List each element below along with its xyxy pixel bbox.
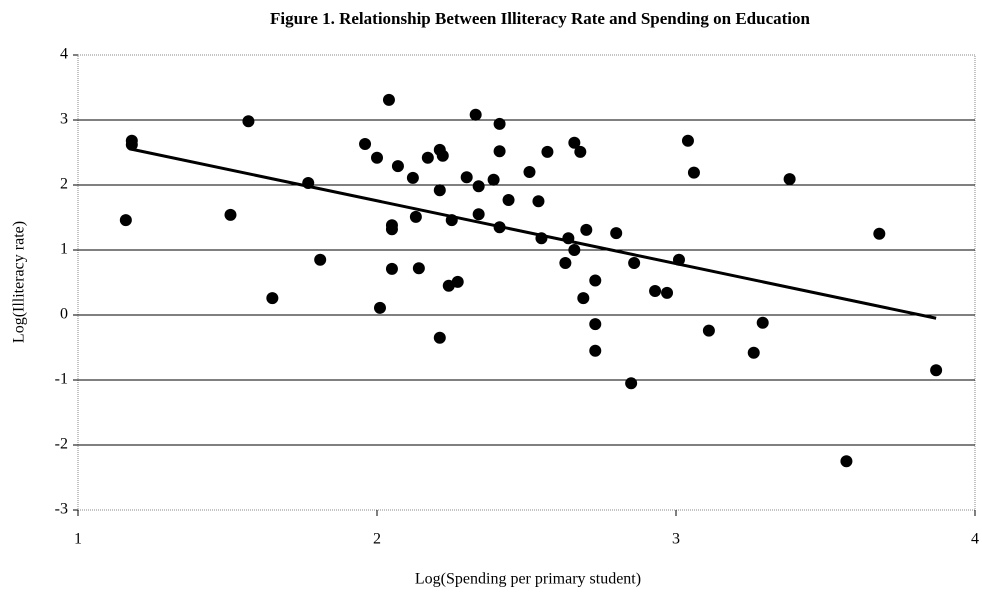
y-tick-label: -3 xyxy=(55,501,68,518)
point xyxy=(266,292,279,305)
point xyxy=(412,262,425,275)
point xyxy=(373,301,386,314)
y-axis-label: Log(Illiteracy rate) xyxy=(11,221,28,343)
point xyxy=(119,214,132,227)
x-tick-label: 2 xyxy=(373,531,381,548)
trend-line xyxy=(131,147,937,320)
point xyxy=(314,253,327,266)
point xyxy=(625,377,638,390)
point xyxy=(460,171,473,184)
point xyxy=(559,257,572,269)
point xyxy=(687,166,700,179)
point xyxy=(661,286,674,299)
point xyxy=(433,331,446,344)
y-tick-label: 4 xyxy=(60,46,68,63)
point xyxy=(577,292,590,305)
point xyxy=(487,173,500,186)
point xyxy=(472,180,485,193)
point xyxy=(421,151,434,164)
point xyxy=(783,173,796,186)
point xyxy=(469,108,482,121)
point xyxy=(580,223,593,236)
point xyxy=(493,145,506,158)
y-tick-label: 2 xyxy=(60,176,68,193)
point xyxy=(628,257,641,269)
point xyxy=(756,316,769,329)
y-tick-label: -1 xyxy=(55,371,68,388)
y-tick-label: 3 xyxy=(60,111,68,128)
point xyxy=(610,227,623,240)
x-tick-label: 4 xyxy=(971,531,979,548)
point xyxy=(493,117,506,130)
point xyxy=(840,455,853,468)
point xyxy=(873,227,886,240)
x-tick-label: 3 xyxy=(672,531,680,548)
point xyxy=(532,195,545,208)
point xyxy=(930,364,943,377)
point xyxy=(523,166,536,178)
y-tick-label: 1 xyxy=(60,241,68,258)
point xyxy=(224,208,237,221)
point xyxy=(574,145,587,158)
point xyxy=(442,279,455,292)
point xyxy=(568,244,581,256)
point xyxy=(433,184,446,197)
plot-frame xyxy=(77,54,976,511)
point xyxy=(589,274,602,287)
point xyxy=(541,145,554,158)
point xyxy=(436,149,449,162)
point xyxy=(451,275,464,288)
point xyxy=(359,138,372,151)
point xyxy=(649,284,662,297)
y-tick-label: -2 xyxy=(55,436,68,453)
x-tick-label: 1 xyxy=(74,531,82,548)
point xyxy=(747,346,760,359)
x-axis-label: Log(Spending per primary student) xyxy=(415,571,641,588)
y-tick-label: 0 xyxy=(60,306,68,323)
point xyxy=(702,324,715,337)
point xyxy=(382,93,395,106)
chart-title: Figure 1. Relationship Between Illiterac… xyxy=(270,9,810,28)
point xyxy=(371,151,383,164)
point xyxy=(472,208,485,221)
point xyxy=(589,318,602,331)
point xyxy=(385,262,398,275)
point xyxy=(568,136,581,149)
point xyxy=(589,344,602,357)
point xyxy=(242,115,255,128)
point xyxy=(409,210,422,223)
point xyxy=(385,223,398,236)
point xyxy=(391,160,404,173)
point xyxy=(125,138,138,151)
point xyxy=(681,134,694,147)
point xyxy=(502,193,515,206)
point xyxy=(406,171,419,184)
